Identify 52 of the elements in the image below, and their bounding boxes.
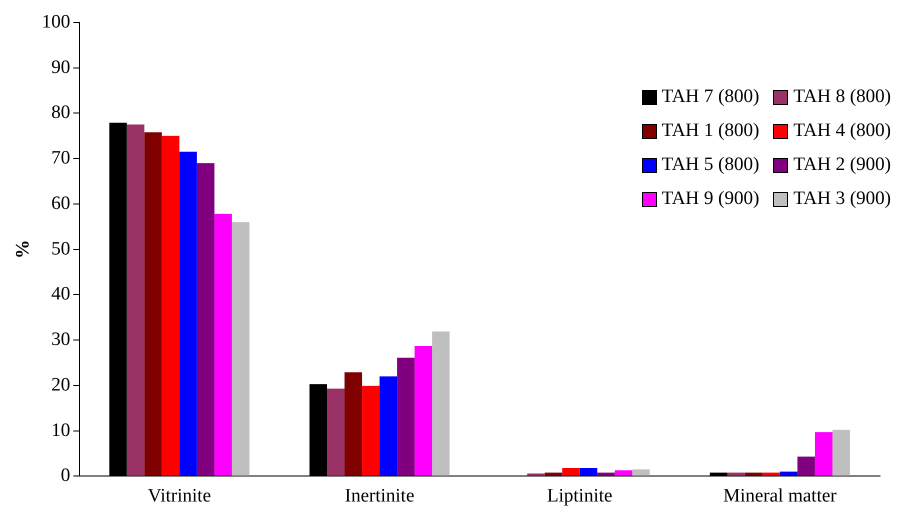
x-tick-label: Mineral matter bbox=[723, 486, 838, 507]
y-tick-label: 80 bbox=[51, 102, 70, 124]
bar bbox=[397, 358, 415, 476]
legend-label: TAH 2 (900) bbox=[793, 154, 891, 176]
bar bbox=[762, 472, 780, 476]
bar bbox=[727, 472, 745, 476]
bar bbox=[162, 136, 180, 476]
bar bbox=[614, 470, 632, 476]
y-tick-label: 70 bbox=[51, 148, 70, 169]
legend-label: TAH 1 (800) bbox=[662, 120, 760, 142]
legend-label: TAH 4 (800) bbox=[793, 120, 891, 142]
y-tick-label: 90 bbox=[51, 56, 70, 78]
bar bbox=[232, 222, 250, 476]
bar bbox=[214, 214, 232, 476]
bar bbox=[126, 124, 144, 476]
bar bbox=[380, 376, 398, 476]
y-tick-label: 10 bbox=[51, 420, 70, 441]
bar bbox=[632, 469, 650, 476]
y-tick-label: 100 bbox=[42, 11, 70, 32]
y-tick-label: 40 bbox=[51, 284, 70, 305]
bar bbox=[344, 372, 362, 476]
y-tick-label: 0 bbox=[60, 465, 70, 486]
legend-label: TAH 9 (900) bbox=[662, 188, 760, 210]
bar bbox=[544, 472, 562, 476]
y-tick-label: 50 bbox=[51, 238, 70, 260]
x-tick-label: Inertinite bbox=[344, 486, 414, 507]
bar bbox=[580, 468, 598, 476]
bar bbox=[432, 331, 450, 476]
y-tick-label: 30 bbox=[51, 329, 70, 350]
y-axis-title: % bbox=[12, 240, 34, 259]
y-tick-label: 60 bbox=[51, 192, 70, 214]
bar bbox=[832, 430, 850, 476]
bar bbox=[179, 152, 197, 476]
bar bbox=[797, 456, 815, 476]
bar bbox=[414, 346, 432, 476]
bar bbox=[814, 432, 832, 476]
y-tick-label: 20 bbox=[51, 374, 70, 396]
legend-label: TAH 7 (800) bbox=[662, 86, 760, 108]
legend-label: TAH 5 (800) bbox=[662, 154, 760, 176]
bar bbox=[780, 472, 798, 476]
bar bbox=[362, 386, 380, 476]
bar bbox=[196, 163, 214, 476]
x-tick-label: Liptinite bbox=[547, 486, 612, 507]
bar bbox=[597, 472, 615, 476]
bar bbox=[562, 468, 580, 476]
legend-label: TAH 8 (800) bbox=[793, 86, 891, 108]
bar bbox=[144, 132, 162, 476]
bar bbox=[527, 473, 545, 476]
x-tick-label: Vitrinite bbox=[148, 486, 212, 507]
legend-label: TAH 3 (900) bbox=[793, 188, 891, 210]
bar bbox=[327, 388, 345, 476]
bar bbox=[744, 472, 762, 476]
